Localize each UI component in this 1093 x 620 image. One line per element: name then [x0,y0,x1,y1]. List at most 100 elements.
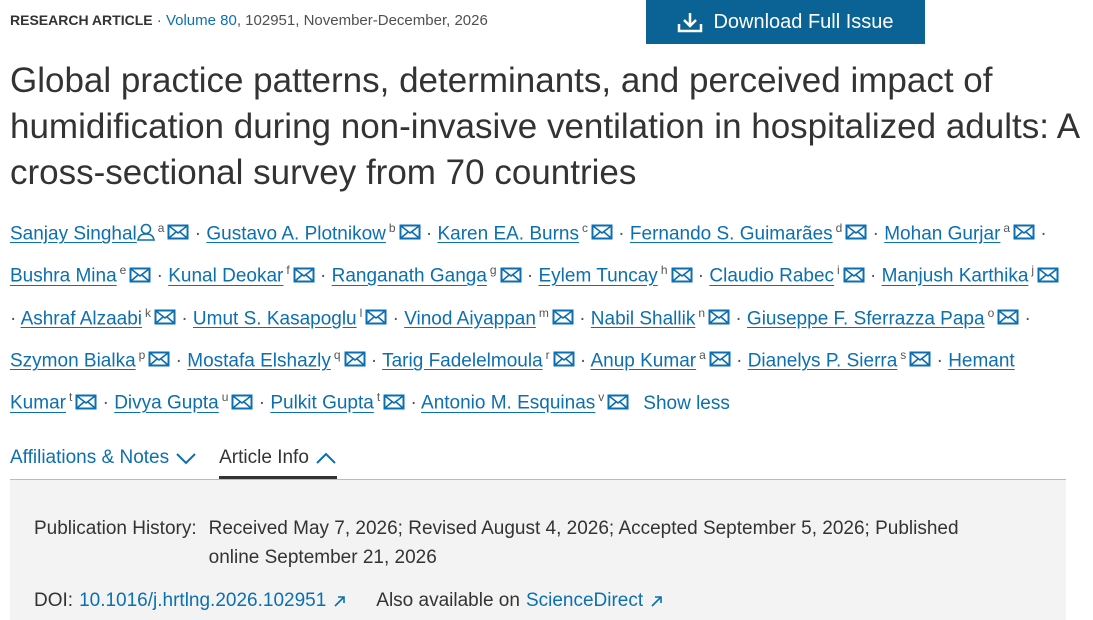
email-icon[interactable] [708,308,730,326]
author-name[interactable]: Ashraf Alzaabi [20,307,143,329]
email-icon[interactable] [997,308,1019,326]
email-icon[interactable] [344,350,366,368]
email-icon[interactable] [500,266,522,284]
email-icon[interactable] [843,266,865,284]
author-name[interactable]: Karen EA. Burns [437,223,579,245]
affiliation-marker: a [699,347,706,362]
author-name[interactable]: Szymon Bialka [10,350,136,372]
author-name[interactable]: Claudio Rabec [709,265,835,287]
affiliation-marker: d [835,221,843,235]
affiliation-marker: a [1003,221,1011,235]
email-icon[interactable] [383,393,405,411]
separator: · [936,350,943,372]
email-icon[interactable] [553,350,575,368]
volume-link[interactable]: Volume 80 [165,12,237,29]
author-name[interactable]: Nabil Shallik [590,307,696,329]
author-name[interactable]: Anup Kumar [590,350,697,372]
affiliation-marker: n [698,305,706,320]
email-icon[interactable] [154,308,176,326]
author-name[interactable]: Hemant Kumar [10,350,1015,414]
chevron-up [316,452,336,464]
separator: · [526,265,534,287]
email-icon[interactable] [671,266,693,284]
issue-details: , 102951, November-December, 2026 [236,12,488,29]
affiliation-marker: h [660,263,668,278]
email-icon[interactable] [845,223,867,241]
article-type: RESEARCH ARTICLE [10,12,153,28]
email-icon[interactable] [293,266,315,284]
author-name[interactable]: Umut S. Kasapoglu [192,307,357,329]
author-name[interactable]: Eylem Tuncay [538,265,658,287]
download-label: Download Full Issue [713,10,894,33]
author-name[interactable]: Mostafa Elshazly [187,350,331,372]
author-name[interactable]: Kunal Deokar [168,265,284,287]
author-name[interactable]: Dianelys P. Sierra [747,350,898,372]
header: RESEARCH ARTICLE · Volume 80, 102951, No… [10,12,488,29]
corresponding-icon [136,224,155,242]
email-icon[interactable] [909,350,931,368]
external-icon [651,596,662,607]
author-name[interactable]: Pulkit Gupta [270,392,374,414]
separator: · [425,223,433,245]
download-icon [678,13,703,33]
separator: · [736,350,743,372]
author-name[interactable]: Sanjay Singhal [10,223,137,245]
author-name[interactable]: Vinod Aiyappan [404,307,536,329]
email-icon[interactable] [365,308,387,326]
author-name[interactable]: Gustavo A. Plotnikow [206,223,386,245]
separator: · [370,350,378,372]
affiliation-marker: o [987,305,995,320]
tab[interactable]: Affiliations & Notes [10,440,197,476]
tab-label[interactable]: Affiliations & Notes [10,447,170,468]
tabs: Affiliations & Notes Article Info [10,440,337,479]
affiliation-marker: c [582,221,588,235]
email-icon[interactable] [607,393,629,411]
separator: · [320,265,327,287]
author-name[interactable]: Antonio M. Esquinas [421,392,596,414]
author-name[interactable]: Divya Gupta [114,392,219,414]
separator: · [579,350,587,372]
separator: · [258,392,266,414]
email-icon[interactable] [1037,266,1059,284]
email-icon[interactable] [231,393,253,411]
separator: · [410,392,417,414]
show-less[interactable]: Show less [643,392,730,414]
doi-link[interactable]: 10.1016/j.hrtlng.2026.102951 [79,590,327,611]
email-icon[interactable] [129,266,151,284]
author-name[interactable]: Bushra Mina [10,265,117,287]
email-icon[interactable] [167,223,189,241]
email-icon[interactable] [148,350,170,368]
affiliation-marker: r [545,347,550,362]
email-icon[interactable] [552,308,574,326]
article-info-panel: Publication History: Received May 7, 2026… [10,479,1066,620]
author-name[interactable]: Ranganath Ganga [331,265,487,287]
email-icon[interactable] [591,223,613,241]
author-name[interactable]: Manjush Karthika [881,265,1029,287]
separator: · [618,223,625,245]
separator: · [10,307,17,329]
sciencedirect-link[interactable]: ScienceDirect [525,590,644,611]
history-label: Publication History: [34,518,197,539]
affiliation-marker: a [157,221,165,235]
tab-active[interactable]: Article Info [219,440,337,479]
email-icon[interactable] [1013,223,1035,241]
email-icon[interactable] [709,350,731,368]
author-name[interactable]: Fernando S. Guimarães [629,223,833,245]
separator: · [392,307,399,329]
also-label: Also available on [376,590,520,611]
separator: · [175,350,182,372]
email-icon[interactable] [75,393,97,411]
email-icon[interactable] [399,223,421,241]
author-name[interactable]: Mohan Gurjar [884,223,1001,245]
affiliation-marker: v [598,390,605,405]
download-button[interactable]: Download Full Issue [646,0,925,44]
author-name[interactable]: Giuseppe F. Sferrazza Papa [746,307,985,329]
author-name[interactable]: Tarig Fadelelmoula [382,350,543,372]
history-row: Publication History: Received May 7, 2026… [34,514,979,572]
affiliation-marker: i [837,263,840,278]
affiliation-marker: l [359,305,363,320]
tab-label[interactable]: Article Info [219,447,309,468]
separator: · [869,265,877,287]
separator: · [579,307,586,329]
